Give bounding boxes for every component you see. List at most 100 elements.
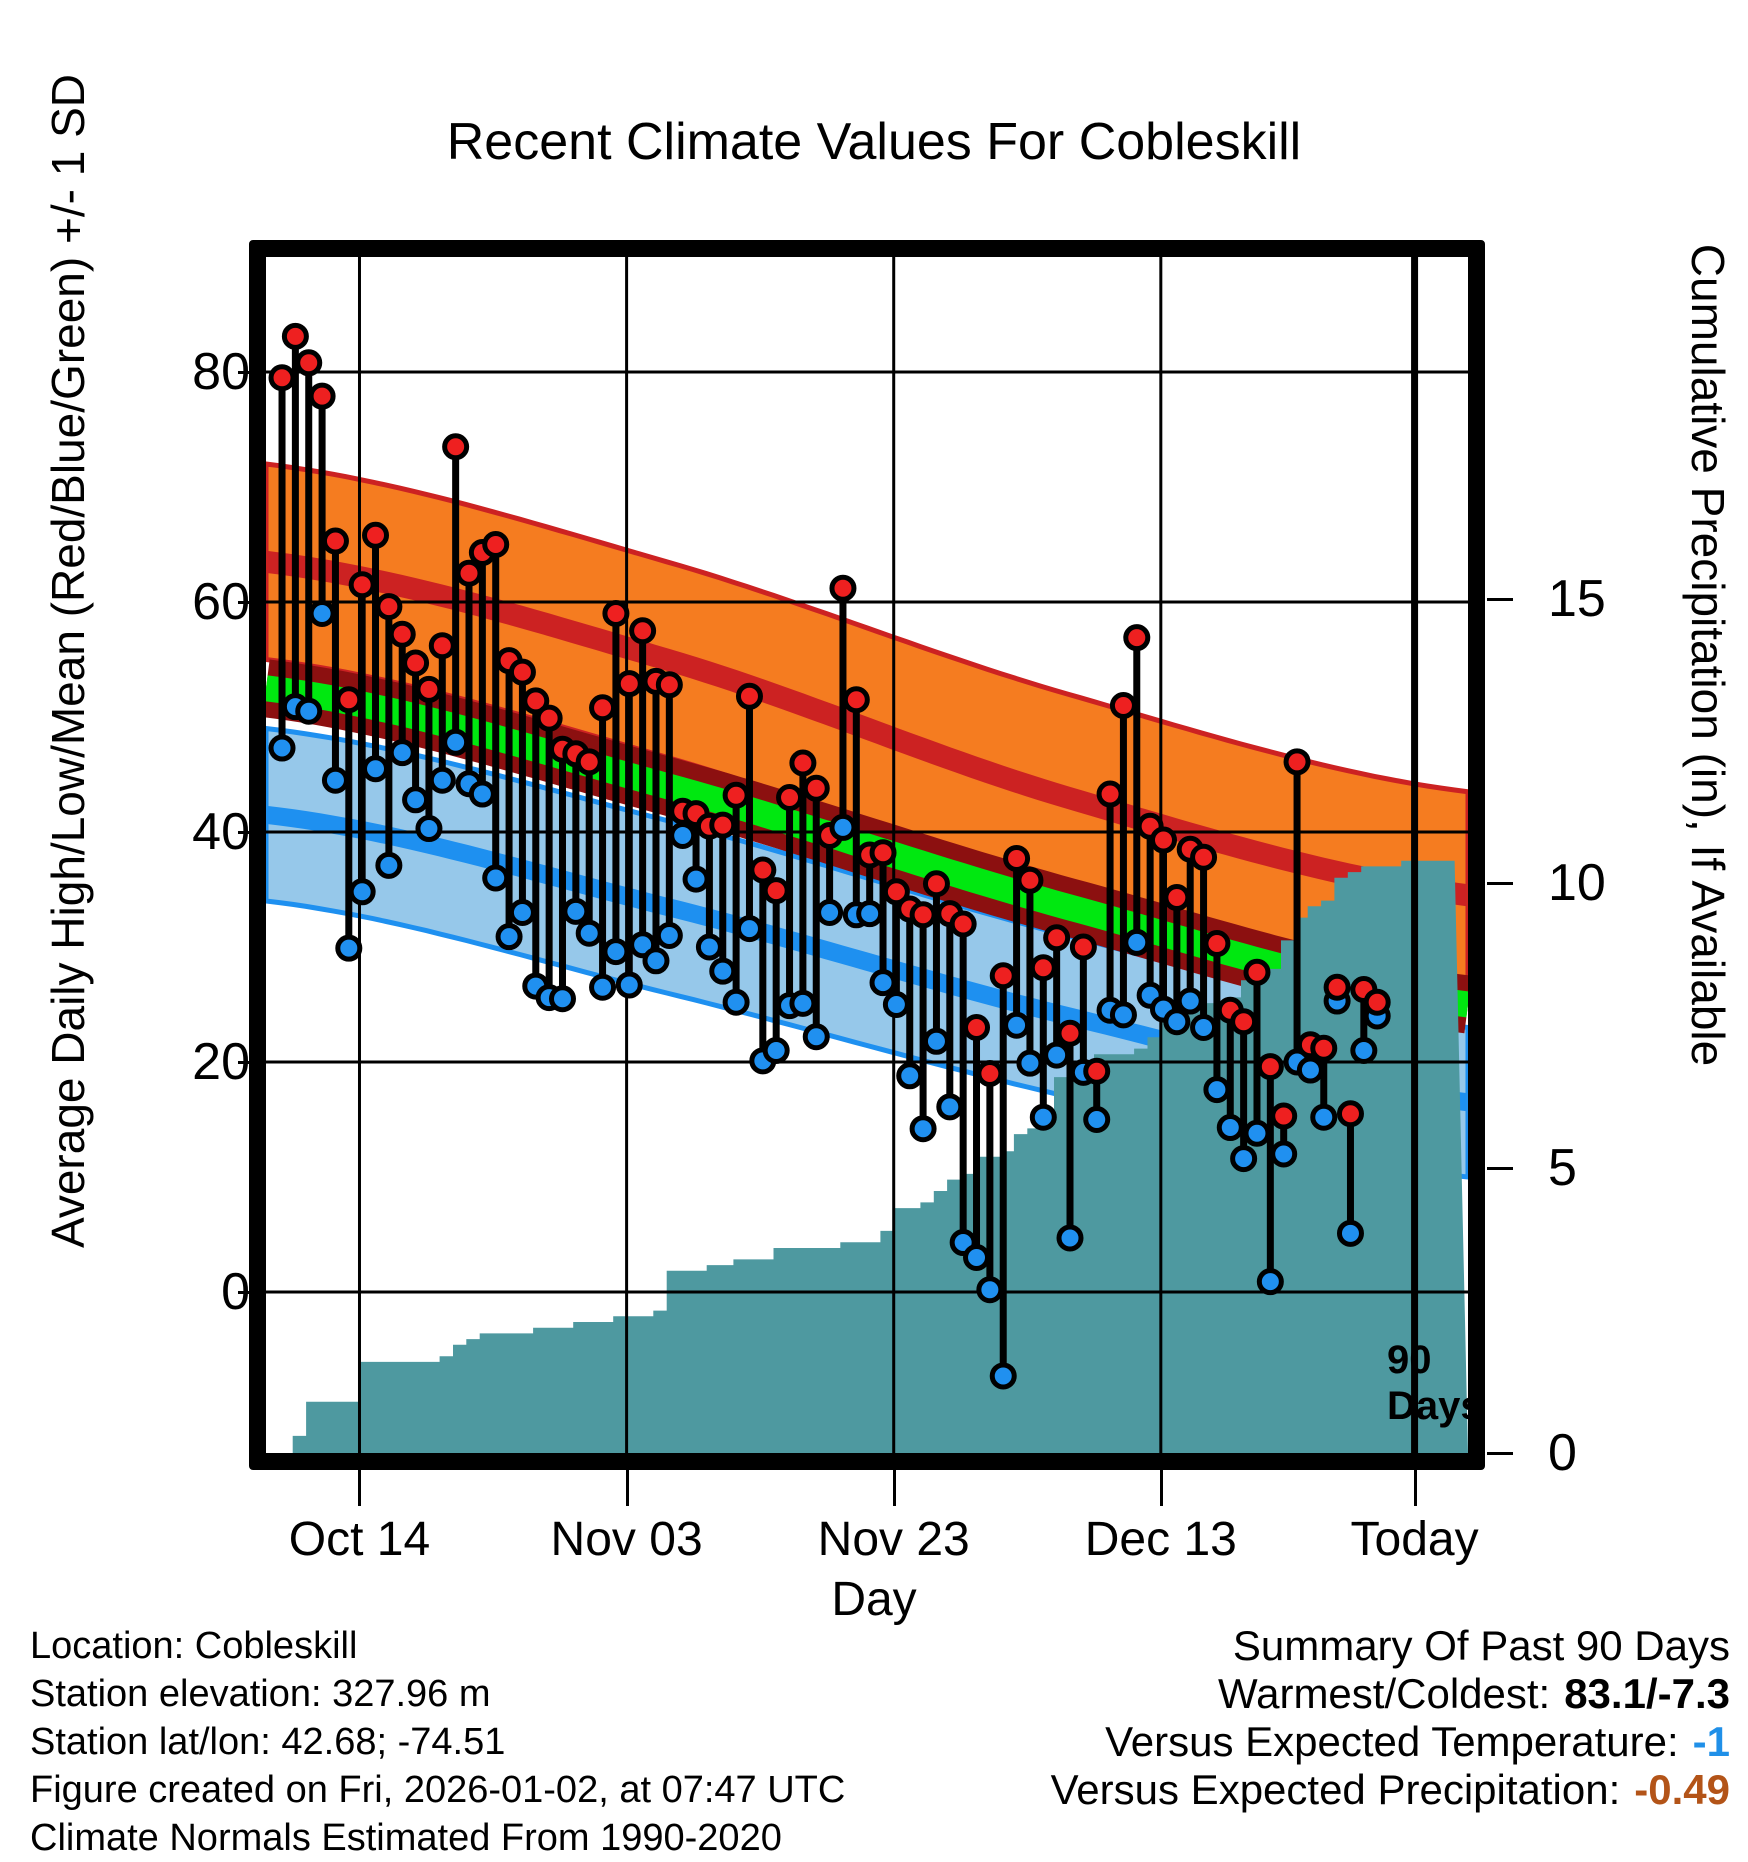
low-marker [1056, 1224, 1084, 1252]
high-marker [1283, 748, 1311, 776]
high-marker [1256, 1053, 1284, 1081]
low-marker [1176, 987, 1204, 1015]
high-marker [869, 839, 897, 867]
high-marker [1123, 624, 1151, 652]
low-marker [428, 766, 456, 794]
low-marker [1270, 1140, 1298, 1168]
low-marker [1029, 1103, 1057, 1131]
low-marker [1296, 1056, 1324, 1084]
high-marker [1336, 1100, 1364, 1128]
y-axis-label-right: Cumulative Precipitation (in), If Availa… [1682, 243, 1734, 1067]
vs-temperature-label: Versus Expected Temperature: [1105, 1718, 1679, 1765]
x-tick-mark-2 [892, 1470, 896, 1506]
x-tick-mark-4 [1413, 1470, 1417, 1506]
low-marker [695, 933, 723, 961]
high-marker [1163, 884, 1191, 912]
ninety-days-line2: Days [1387, 1384, 1483, 1428]
high-marker [949, 910, 977, 938]
x-tick-label-1: Nov 03 [550, 1513, 703, 1566]
low-marker [976, 1276, 1004, 1304]
high-marker [802, 774, 830, 802]
low-marker [802, 1023, 830, 1051]
high-marker [335, 686, 363, 714]
high-marker [1310, 1034, 1338, 1062]
high-marker [629, 617, 657, 645]
low-marker [669, 821, 697, 849]
page-title: Recent Climate Values For Cobleskill [446, 113, 1302, 171]
high-marker [308, 382, 336, 410]
station-info: Location: Cobleskill Station elevation: … [30, 1622, 845, 1862]
low-marker [348, 878, 376, 906]
low-marker [1003, 1011, 1031, 1039]
summary-heading: Summary Of Past 90 Days [1232, 1622, 1730, 1669]
high-marker [1203, 930, 1231, 958]
high-marker [1363, 988, 1391, 1016]
low-marker [362, 755, 390, 783]
high-marker [1230, 1008, 1258, 1036]
y-tick-mark-right-3 [1487, 1452, 1513, 1455]
summary-warmest-coldest: Warmest/Coldest: 83.1/-7.3 [1051, 1670, 1730, 1718]
low-marker [335, 934, 363, 962]
high-marker [362, 521, 390, 549]
high-marker [535, 704, 563, 732]
climate-plot-svg [266, 257, 1468, 1453]
y-tick-label-right-3: 0 [1548, 1424, 1577, 1482]
low-marker [1123, 928, 1151, 956]
low-marker [1216, 1114, 1244, 1142]
high-marker [321, 527, 349, 555]
low-marker [882, 991, 910, 1018]
low-marker [589, 973, 617, 1001]
high-marker [1149, 826, 1177, 854]
vs-precipitation-value: -0.49 [1634, 1766, 1730, 1813]
low-marker [1190, 1014, 1218, 1041]
low-marker [268, 734, 296, 762]
low-marker [642, 947, 670, 975]
low-marker [308, 600, 336, 627]
low-marker [789, 989, 817, 1017]
x-tick-mark-0 [358, 1470, 362, 1506]
high-marker [922, 870, 950, 898]
low-marker [495, 923, 523, 951]
low-marker [735, 915, 763, 943]
high-marker [655, 671, 683, 699]
y-tick-mark-left-4 [238, 1291, 251, 1294]
x-tick-mark-3 [1159, 1470, 1163, 1506]
high-marker [709, 811, 737, 839]
vs-temperature-value: -1 [1692, 1718, 1730, 1765]
low-marker [936, 1093, 964, 1121]
low-marker [468, 780, 496, 808]
ninety-days-line1: 90 [1387, 1338, 1432, 1382]
high-marker [1083, 1057, 1111, 1085]
x-axis-label: Day [831, 1573, 917, 1626]
y-tick-mark-left-2 [238, 831, 251, 834]
y-tick-label-right-2: 5 [1548, 1139, 1577, 1198]
high-marker [415, 675, 443, 703]
y-tick-label-right-0: 15 [1548, 569, 1606, 628]
high-marker [1270, 1102, 1298, 1130]
low-marker [856, 900, 884, 928]
high-marker [789, 749, 817, 777]
low-marker [1109, 1001, 1137, 1029]
y-tick-mark-left-3 [238, 1061, 251, 1064]
high-marker [1069, 933, 1097, 961]
high-marker [602, 600, 630, 627]
x-tick-label-3: Dec 13 [1084, 1513, 1237, 1566]
high-marker [589, 694, 617, 722]
high-marker [722, 781, 750, 809]
low-marker [1163, 1008, 1191, 1036]
high-marker [1096, 780, 1124, 808]
high-marker [776, 784, 804, 811]
high-marker [842, 686, 870, 714]
low-marker [321, 766, 349, 794]
low-marker [816, 899, 844, 926]
summary-vs-precipitation: Versus Expected Precipitation: -0.49 [1051, 1766, 1730, 1814]
low-marker [963, 1244, 991, 1271]
high-marker [575, 748, 603, 776]
low-marker [989, 1362, 1017, 1390]
low-marker [615, 971, 643, 999]
low-marker [295, 697, 323, 725]
low-marker [655, 922, 683, 949]
low-marker [1016, 1049, 1044, 1077]
daily-observations [268, 322, 1391, 1390]
ninety-days-annotation: 90 Days [1387, 1337, 1483, 1429]
